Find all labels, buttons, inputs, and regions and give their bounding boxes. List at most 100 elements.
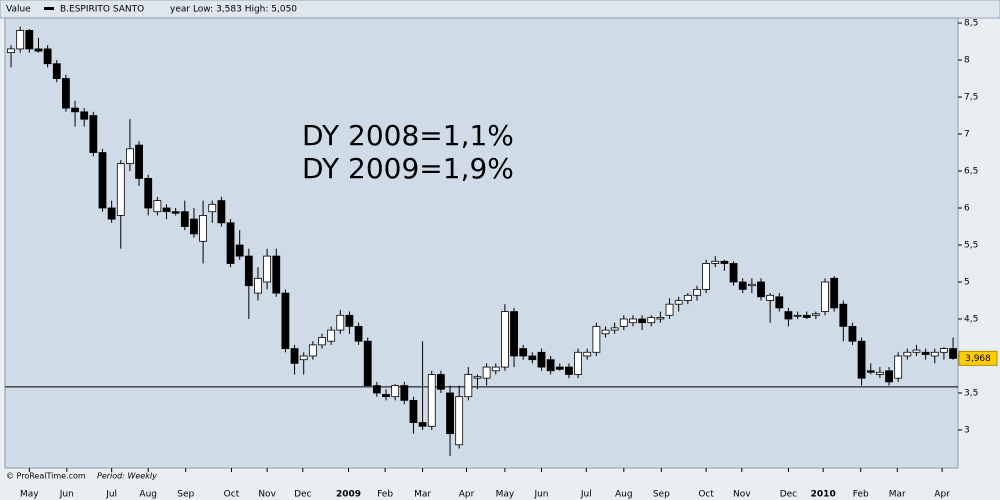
candle-body <box>702 263 711 290</box>
candle-body <box>528 355 537 361</box>
last-price-box <box>958 350 998 366</box>
candle-body <box>290 348 299 364</box>
y-tick-label: 5 <box>964 277 970 287</box>
candle-body <box>619 318 628 327</box>
candle-body <box>766 294 775 301</box>
candle-body <box>693 288 701 296</box>
source: © ProRealTime.com <box>6 472 86 481</box>
annotation: DY 2009=1,9% <box>302 152 514 185</box>
candle-body <box>208 203 217 213</box>
candle-body <box>665 303 674 316</box>
series-name: B.ESPIRITO SANTO <box>60 5 144 15</box>
candle-body <box>501 311 509 368</box>
candle-body <box>839 303 848 327</box>
candle-body <box>638 318 647 324</box>
candle-body <box>7 48 15 54</box>
candle-body <box>757 281 765 298</box>
candle-body <box>446 392 454 435</box>
candle-body <box>811 313 820 316</box>
candle-body <box>711 260 720 264</box>
candle-body <box>656 317 665 320</box>
y-tick-label: 6 <box>964 204 970 214</box>
x-tick-label: Oct <box>698 490 714 500</box>
candle-body <box>217 200 226 224</box>
candle-body <box>793 314 802 317</box>
x-tick-label: Oct <box>224 490 240 500</box>
candle-body <box>318 337 326 346</box>
candle-body <box>903 351 912 357</box>
x-tick-label: Feb <box>377 490 393 500</box>
candle-body <box>674 300 683 305</box>
candle-body <box>363 340 372 386</box>
candle-body <box>455 396 464 446</box>
last-price-label: 3,968 <box>965 354 991 364</box>
x-tick-label: 2009 <box>336 490 361 500</box>
candle-body <box>144 178 153 209</box>
candle-body <box>647 317 656 324</box>
candle-body <box>921 351 930 355</box>
candle-body <box>171 211 180 214</box>
candle-body <box>949 348 957 359</box>
candle-body <box>601 329 610 335</box>
candle-body <box>885 370 893 383</box>
x-tick-label: Apr <box>459 490 475 500</box>
candle-body <box>857 340 866 379</box>
x-tick-label: Feb <box>853 490 869 500</box>
candle-body <box>116 163 125 216</box>
candle-body <box>400 385 409 401</box>
candle-body <box>930 351 939 357</box>
candle-body <box>427 374 436 427</box>
candle-body <box>162 207 171 213</box>
candle-body <box>180 211 189 227</box>
candle-body <box>254 277 262 294</box>
y-tick-label: 6,5 <box>964 167 978 177</box>
candle-body <box>345 314 354 327</box>
candle-body <box>135 144 143 179</box>
candle-body <box>409 399 418 423</box>
candle-body <box>894 355 903 379</box>
candle-body <box>235 244 244 257</box>
y-tick-label: 7,5 <box>964 93 978 103</box>
candle-body <box>226 222 235 264</box>
candle-body <box>272 255 281 294</box>
candle-body <box>299 355 308 361</box>
y-tick-label: 4,5 <box>964 314 978 324</box>
candle-body <box>126 148 134 165</box>
candle-body <box>244 255 253 287</box>
candle-body <box>71 107 79 113</box>
candle-body <box>391 385 400 398</box>
candle-body <box>263 255 272 283</box>
candle-body <box>546 359 555 372</box>
candle-body <box>107 207 116 220</box>
header-bar <box>0 0 1000 19</box>
x-tick-label: Jul <box>580 490 592 500</box>
candle-body <box>382 394 390 398</box>
candle-body <box>372 385 381 394</box>
y-tick-label: 5,5 <box>964 240 978 250</box>
x-tick-label: May <box>496 490 515 500</box>
candle-body <box>418 422 427 427</box>
candle-body <box>830 277 839 309</box>
candle-body <box>940 348 948 353</box>
x-tick-label: Aug <box>139 490 157 500</box>
header-label: Value <box>6 5 31 15</box>
candle-body <box>802 314 811 318</box>
annotation: DY 2008=1,1% <box>302 119 514 152</box>
candle-body <box>583 351 592 357</box>
x-tick-label: Dec <box>780 490 797 500</box>
x-tick-label: Dec <box>294 490 311 500</box>
x-tick-label: Apr <box>934 490 950 500</box>
candle-body <box>52 63 61 79</box>
candle-body <box>683 294 692 301</box>
candle-body <box>98 152 107 209</box>
header-stats: year Low: 3,583 High: 5,050 <box>170 5 297 15</box>
candle-body <box>199 215 207 242</box>
candle-body <box>610 327 619 331</box>
candle-body <box>747 283 756 287</box>
candle-body <box>281 292 290 349</box>
candle-body <box>720 260 729 264</box>
candle-body <box>565 366 573 375</box>
x-tick-label: Aug <box>615 490 633 500</box>
candle-body <box>153 200 162 213</box>
candle-body <box>912 349 921 353</box>
